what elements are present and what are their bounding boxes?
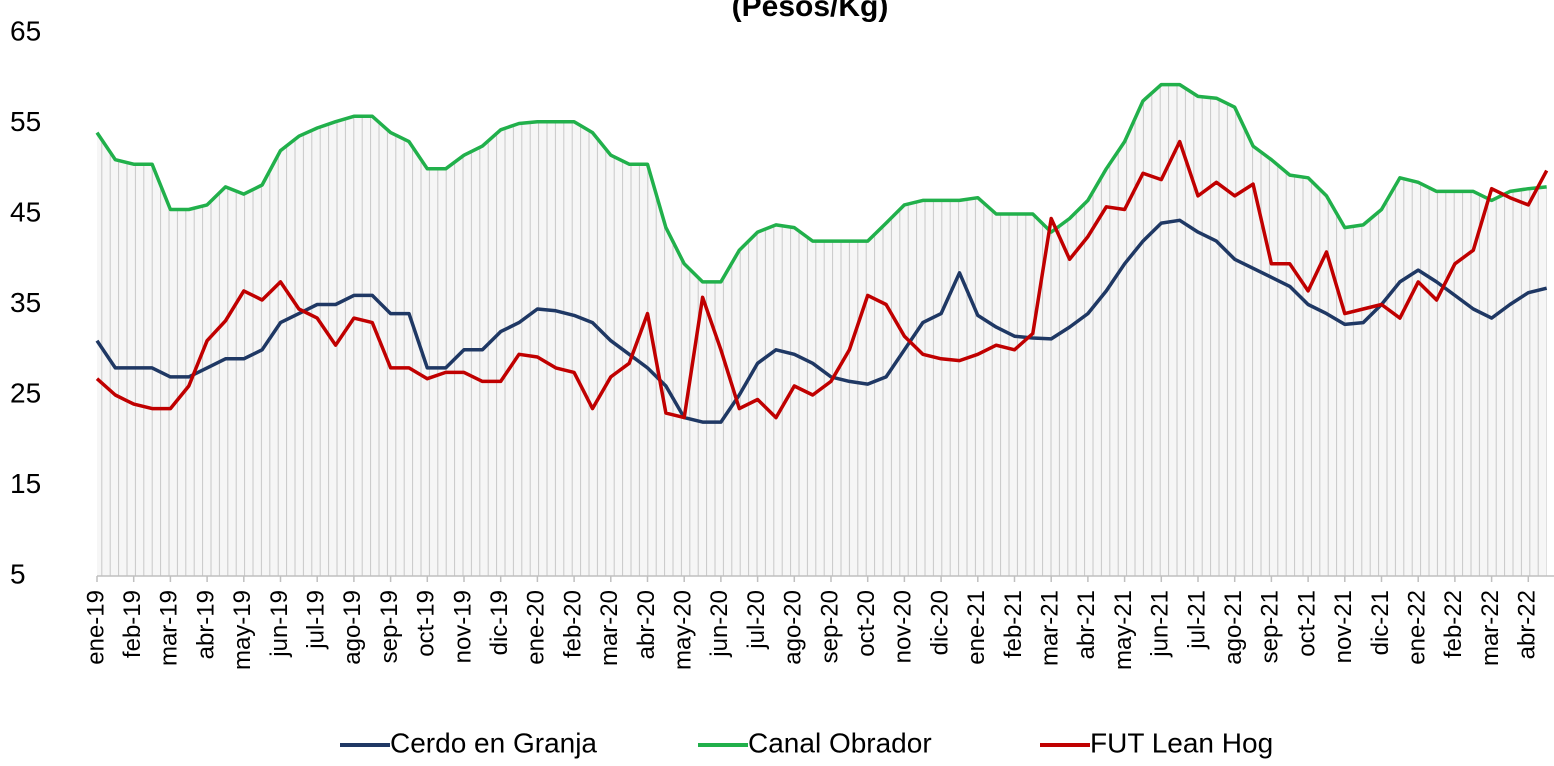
y-tick-label: 35 [10,287,41,318]
x-tick-label: dic-20 [926,590,953,655]
x-tick-label: ago-21 [1220,590,1247,665]
x-tick-label: oct-21 [1293,590,1320,657]
x-tick-label: oct-20 [853,590,880,657]
legend-label: Cerdo en Granja [390,727,597,758]
x-tick-label: mar-22 [1477,590,1504,666]
x-tick-label: may-20 [670,590,697,670]
x-tick-label: sep-20 [816,590,843,663]
y-tick-label: 65 [10,15,41,46]
x-tick-label: sep-19 [376,590,403,663]
x-tick-label: abr-20 [633,590,660,659]
x-tick-label: ene-21 [963,590,990,665]
x-tick-label: jul-20 [743,590,770,650]
chart-title: (Pesos/Kg) [732,0,889,23]
x-tick-label: mar-21 [1037,590,1064,666]
x-tick-label: dic-21 [1367,590,1394,655]
legend-label: FUT Lean Hog [1090,727,1273,758]
x-tick-label: nov-21 [1330,590,1357,663]
x-tick-label: feb-19 [119,590,146,658]
x-tick-label: jun-20 [706,590,733,658]
x-tick-label: abr-19 [192,590,219,659]
x-tick-label: may-19 [229,590,256,670]
legend-label: Canal Obrador [748,727,932,758]
x-tick-label: mar-20 [596,590,623,666]
x-tick-label: feb-21 [1000,590,1027,658]
y-tick-label: 25 [10,377,41,408]
line [95,82,1547,284]
x-tick-label: jul-19 [303,590,330,650]
y-tick-label: 45 [10,196,41,227]
x-tick-label: ene-19 [82,590,109,665]
y-tick-label: 15 [10,468,41,499]
x-tick-label: oct-19 [413,590,440,657]
x-tick-label: mar-19 [156,590,183,666]
x-tick-label: ene-20 [523,590,550,665]
x-tick-label: dic-19 [486,590,513,655]
x-tick-label: may-21 [1110,590,1137,670]
x-tick-label: ago-19 [339,590,366,665]
x-tick-label: ene-22 [1404,590,1431,665]
x-tick-label: jun-21 [1147,590,1174,658]
line [95,139,1549,420]
area [97,84,1547,576]
x-tick-label: nov-19 [449,590,476,663]
y-tick-label: 55 [10,106,41,137]
x-tick-label: feb-22 [1440,590,1467,658]
x-tick-label: jun-19 [266,590,293,658]
y-tick-label: 5 [10,558,26,589]
x-tick-label: ago-20 [780,590,807,665]
x-tick-label: jul-21 [1183,590,1210,650]
x-tick-label: abr-21 [1073,590,1100,659]
x-tick-label: nov-20 [890,590,917,663]
x-tick-label: abr-22 [1514,590,1541,659]
x-tick-label: feb-20 [559,590,586,658]
line [95,218,1548,424]
x-tick-label: sep-21 [1257,590,1284,663]
